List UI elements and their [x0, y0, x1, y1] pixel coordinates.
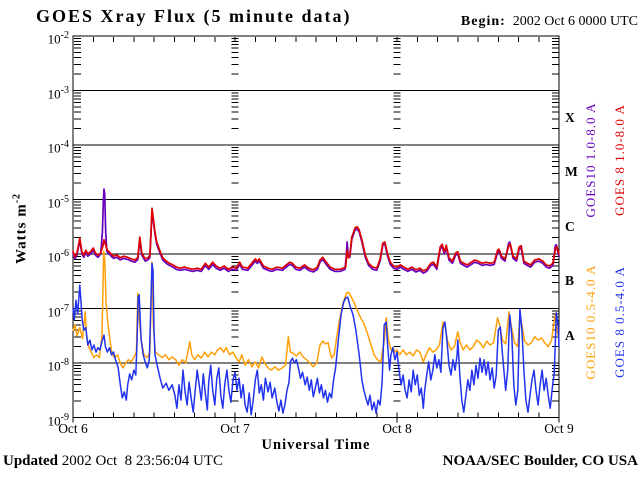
y-tick-label: 10-9	[47, 411, 69, 428]
flare-class-m: M	[565, 164, 578, 180]
legend-goes8-short: GOES 8 0.5-4.0 A	[612, 266, 627, 378]
plot-frame	[72, 35, 560, 418]
y-tick-label: 10-4	[47, 139, 69, 156]
y-axis-title-base: Watts m	[13, 203, 30, 265]
flare-class-x: X	[565, 109, 575, 125]
series-goes10-long	[72, 188, 560, 274]
y-tick-label: 10-3	[47, 84, 69, 101]
series-goes8-long	[72, 207, 560, 272]
flare-class-a: A	[565, 327, 575, 343]
flare-class-c: C	[565, 218, 575, 234]
legend-goes8-long: GOES 8 1.0-8.0 A	[612, 104, 627, 216]
updated-value: 2002 Oct 8 23:56:04 UTC	[58, 453, 224, 469]
x-tick-label: Oct 8	[382, 421, 412, 436]
y-axis-title-exponent: -2	[11, 192, 23, 204]
x-tick-label: Oct 7	[220, 421, 250, 436]
chart-title: GOES Xray Flux (5 minute data)	[36, 6, 352, 26]
legend-goes10-long: GOES10 1.0-8.0 A	[583, 102, 598, 218]
y-tick-label: 10-8	[47, 357, 69, 374]
y-tick-label: 10-2	[47, 30, 69, 47]
y-axis-title: Watts m-2	[12, 174, 31, 284]
begin-time: Begin: 2002 Oct 6 0000 UTC	[461, 14, 638, 30]
series-goes10-short	[72, 250, 560, 371]
flare-class-b: B	[565, 273, 575, 289]
x-tick-label: Oct 9	[544, 421, 574, 436]
series-goes8-short	[72, 262, 560, 416]
begin-value: 2002 Oct 6 0000 UTC	[512, 14, 638, 29]
y-tick-label: 10-5	[47, 193, 69, 210]
begin-label: Begin:	[460, 14, 506, 29]
legend-goes10-short: GOES10 0.5-4.0 A	[583, 264, 598, 380]
y-tick-label: 10-6	[47, 248, 69, 265]
y-tick-label: 10-7	[47, 302, 69, 319]
x-axis-title: Universal Time	[261, 437, 371, 453]
updated-timestamp: Updated 2002 Oct 8 23:56:04 UTC	[3, 453, 223, 470]
updated-label: Updated	[3, 453, 59, 469]
credit-text: NOAA/SEC Boulder, CO USA	[442, 453, 638, 469]
x-tick-label: Oct 6	[58, 421, 88, 436]
